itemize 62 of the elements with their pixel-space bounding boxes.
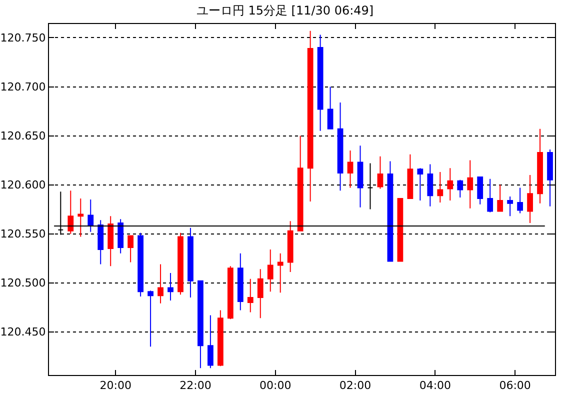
candlestick (497, 184, 504, 212)
candlestick (297, 135, 304, 232)
candlestick (148, 290, 154, 348)
candlestick (188, 227, 194, 298)
candlestick (98, 220, 104, 265)
chart-title: ユーロ円 15分足 [11/30 06:49] (196, 3, 374, 18)
candlestick (517, 187, 523, 214)
candlestick (507, 196, 514, 217)
candlestick (317, 34, 324, 132)
candlestick (108, 216, 114, 267)
candlestick (427, 164, 434, 207)
candlestick (417, 168, 424, 201)
candlestick (118, 218, 124, 254)
candlestick (357, 145, 364, 208)
x-tick-label: 22:00 (180, 379, 212, 392)
y-tick-label: 120.650 (0, 130, 46, 143)
candlestick (128, 235, 134, 263)
candlestick (537, 128, 543, 204)
x-tick-label: 04:00 (419, 379, 452, 392)
y-tick-label: 120.550 (0, 228, 46, 241)
candlestick (178, 232, 184, 296)
candlestick (397, 198, 404, 262)
candlestick (527, 174, 533, 224)
candlestick (387, 160, 394, 262)
candlestick (287, 220, 294, 273)
candlestick (68, 190, 74, 234)
candlestick (487, 178, 494, 213)
candlestick (457, 179, 464, 198)
candlestick (437, 172, 444, 203)
candlestick (347, 150, 354, 188)
candlestick (227, 266, 234, 320)
candlestick (158, 264, 164, 304)
x-tick-label: 00:00 (260, 379, 292, 392)
candlestick (257, 268, 264, 319)
y-tick-label: 120.700 (0, 80, 46, 94)
candlestick (88, 199, 94, 232)
candlestick (477, 176, 484, 205)
candlestick (168, 272, 174, 301)
candlestick (547, 149, 553, 207)
y-tick-label: 120.450 (0, 326, 46, 339)
candlestick (407, 154, 414, 200)
candlestick (247, 278, 254, 313)
candlestick (267, 249, 274, 292)
x-tick-label: 02:00 (339, 379, 372, 392)
candlestick (78, 198, 84, 238)
candlestick (377, 156, 384, 190)
candlestick (327, 86, 334, 130)
y-tick-label: 120.600 (0, 178, 46, 192)
candlestick (217, 310, 224, 367)
candlestick (138, 232, 144, 298)
candlestick (467, 160, 474, 209)
y-tick-label: 120.750 (0, 32, 46, 45)
candlestick (337, 102, 344, 192)
candlestick (208, 314, 214, 369)
candlestick (307, 30, 314, 202)
candlestick (277, 252, 284, 294)
candlestick (237, 252, 244, 311)
candlestick (198, 280, 204, 369)
x-tick-label: 20:00 (100, 379, 132, 392)
x-tick-label: 06:00 (499, 379, 531, 392)
y-tick-label: 120.500 (0, 276, 46, 290)
candlestick (447, 168, 454, 201)
